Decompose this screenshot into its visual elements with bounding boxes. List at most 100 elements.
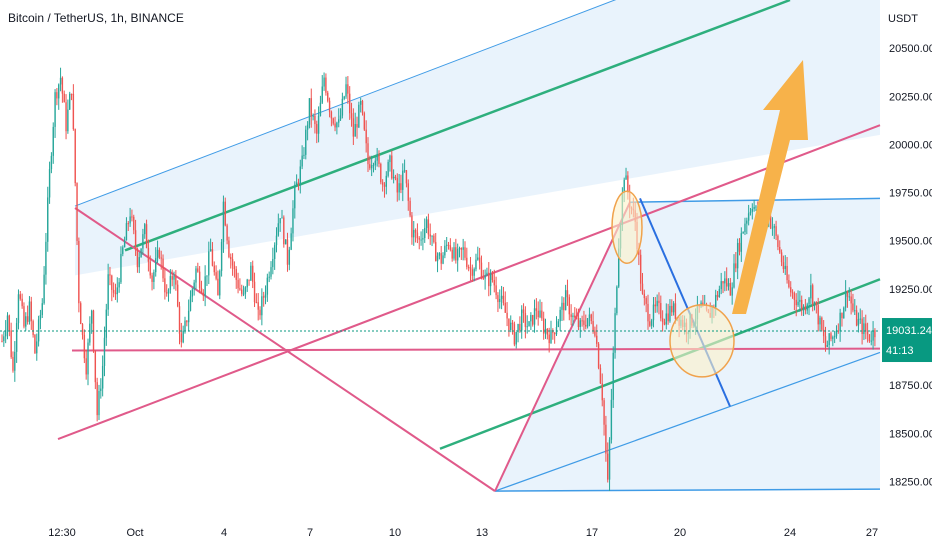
lower-channel-slope-line[interactable] xyxy=(494,351,881,492)
candle-body xyxy=(672,303,675,313)
candle-body xyxy=(830,333,832,339)
candle-body xyxy=(341,98,344,116)
candle-body xyxy=(10,330,12,358)
candle-body xyxy=(839,312,841,332)
candle-body xyxy=(495,285,497,296)
candle-body xyxy=(442,255,444,264)
candle-body xyxy=(462,247,464,250)
y-tick-label: 20250.00 xyxy=(889,91,932,103)
candle-body xyxy=(387,162,389,176)
candle-body xyxy=(433,235,435,243)
upper-channel-median-line[interactable] xyxy=(124,0,791,252)
candle-body xyxy=(828,333,830,346)
candle-body xyxy=(718,289,721,298)
candle-body xyxy=(52,126,54,156)
candle-body xyxy=(213,265,215,273)
candle-body xyxy=(590,314,592,322)
candle-body xyxy=(870,340,872,342)
candle-body xyxy=(197,268,199,272)
candle-body xyxy=(261,296,263,316)
candle-body xyxy=(658,300,660,304)
candle-body xyxy=(780,252,783,263)
highlight-circle[interactable] xyxy=(611,190,643,265)
x-tick-label: 13 xyxy=(476,527,488,539)
candle-body xyxy=(499,298,501,303)
up-arrow-annotation[interactable] xyxy=(732,60,808,314)
candle-body xyxy=(153,272,155,282)
candle-body xyxy=(220,242,223,271)
candle-body xyxy=(43,274,45,304)
candle-body xyxy=(215,272,217,279)
candle-body xyxy=(191,289,194,297)
candle-body xyxy=(270,267,272,277)
candle-body xyxy=(98,390,100,416)
price-axis[interactable]: 20500.00 20250.00 20000.00 19750.00 19500.00… xyxy=(889,43,932,488)
candle-body xyxy=(553,332,556,335)
candle-body xyxy=(365,129,367,144)
candle-body xyxy=(272,258,274,268)
highlight-circle[interactable] xyxy=(669,304,735,378)
candle-body xyxy=(581,320,583,322)
candle-body xyxy=(376,154,378,161)
candle-body xyxy=(575,317,578,319)
pink-trend-line[interactable] xyxy=(57,124,881,441)
candle-body xyxy=(25,316,27,327)
candle-body xyxy=(189,296,192,311)
candle-body xyxy=(733,263,735,288)
pink-trend-line[interactable] xyxy=(494,201,631,492)
candle-body xyxy=(874,330,876,338)
candle-body xyxy=(374,160,377,166)
candle-body xyxy=(358,104,360,128)
candle-body xyxy=(111,275,113,290)
candle-body xyxy=(436,255,439,262)
candle-body xyxy=(464,247,466,258)
candle-body xyxy=(187,310,190,323)
drawing-lines[interactable] xyxy=(57,0,881,492)
candle-body xyxy=(488,272,490,287)
candle-body xyxy=(607,453,609,480)
candle-body xyxy=(239,288,241,290)
candle-body xyxy=(402,170,404,190)
candle-body xyxy=(788,280,790,288)
candle-body xyxy=(314,115,316,125)
candle-body xyxy=(521,309,523,331)
upper-channel-top-line[interactable] xyxy=(74,0,640,207)
candle-body xyxy=(283,217,285,245)
pink-trend-line[interactable] xyxy=(71,347,881,352)
candle-body xyxy=(852,303,854,311)
candle-body xyxy=(469,267,472,270)
candle-body xyxy=(19,294,21,299)
candle-body xyxy=(345,84,347,97)
candle-body xyxy=(32,321,34,336)
candle-body xyxy=(112,289,115,293)
candle-body xyxy=(570,314,572,318)
candle-body xyxy=(67,109,69,132)
candle-body xyxy=(786,265,788,281)
candle-body xyxy=(17,294,20,324)
candle-body xyxy=(671,305,673,313)
candle-body xyxy=(96,382,98,416)
candle-body xyxy=(627,175,629,193)
y-tick-label: 19250.00 xyxy=(889,284,932,296)
lower-channel-top-line[interactable] xyxy=(629,197,881,203)
candle-body xyxy=(134,230,137,250)
candle-body xyxy=(241,289,243,294)
candle-body xyxy=(652,304,655,321)
candle-body xyxy=(403,170,406,172)
candle-body xyxy=(396,178,398,193)
candle-body xyxy=(416,232,419,239)
candle-body xyxy=(338,119,340,123)
lower-channel-bottom-line[interactable] xyxy=(494,488,881,492)
candle-body xyxy=(209,249,212,252)
time-axis[interactable]: 12:30 Oct 4 7 10 13 17 20 24 27 xyxy=(48,527,878,539)
candle-body xyxy=(259,309,261,316)
candle-body xyxy=(599,367,602,384)
candle-body xyxy=(603,400,605,425)
candle-body xyxy=(746,220,748,224)
last-price-value: 19031.24 xyxy=(886,325,932,337)
candle-body xyxy=(500,295,503,299)
annotations[interactable] xyxy=(611,60,808,378)
candle-body xyxy=(771,227,774,229)
candle-body xyxy=(305,129,307,155)
